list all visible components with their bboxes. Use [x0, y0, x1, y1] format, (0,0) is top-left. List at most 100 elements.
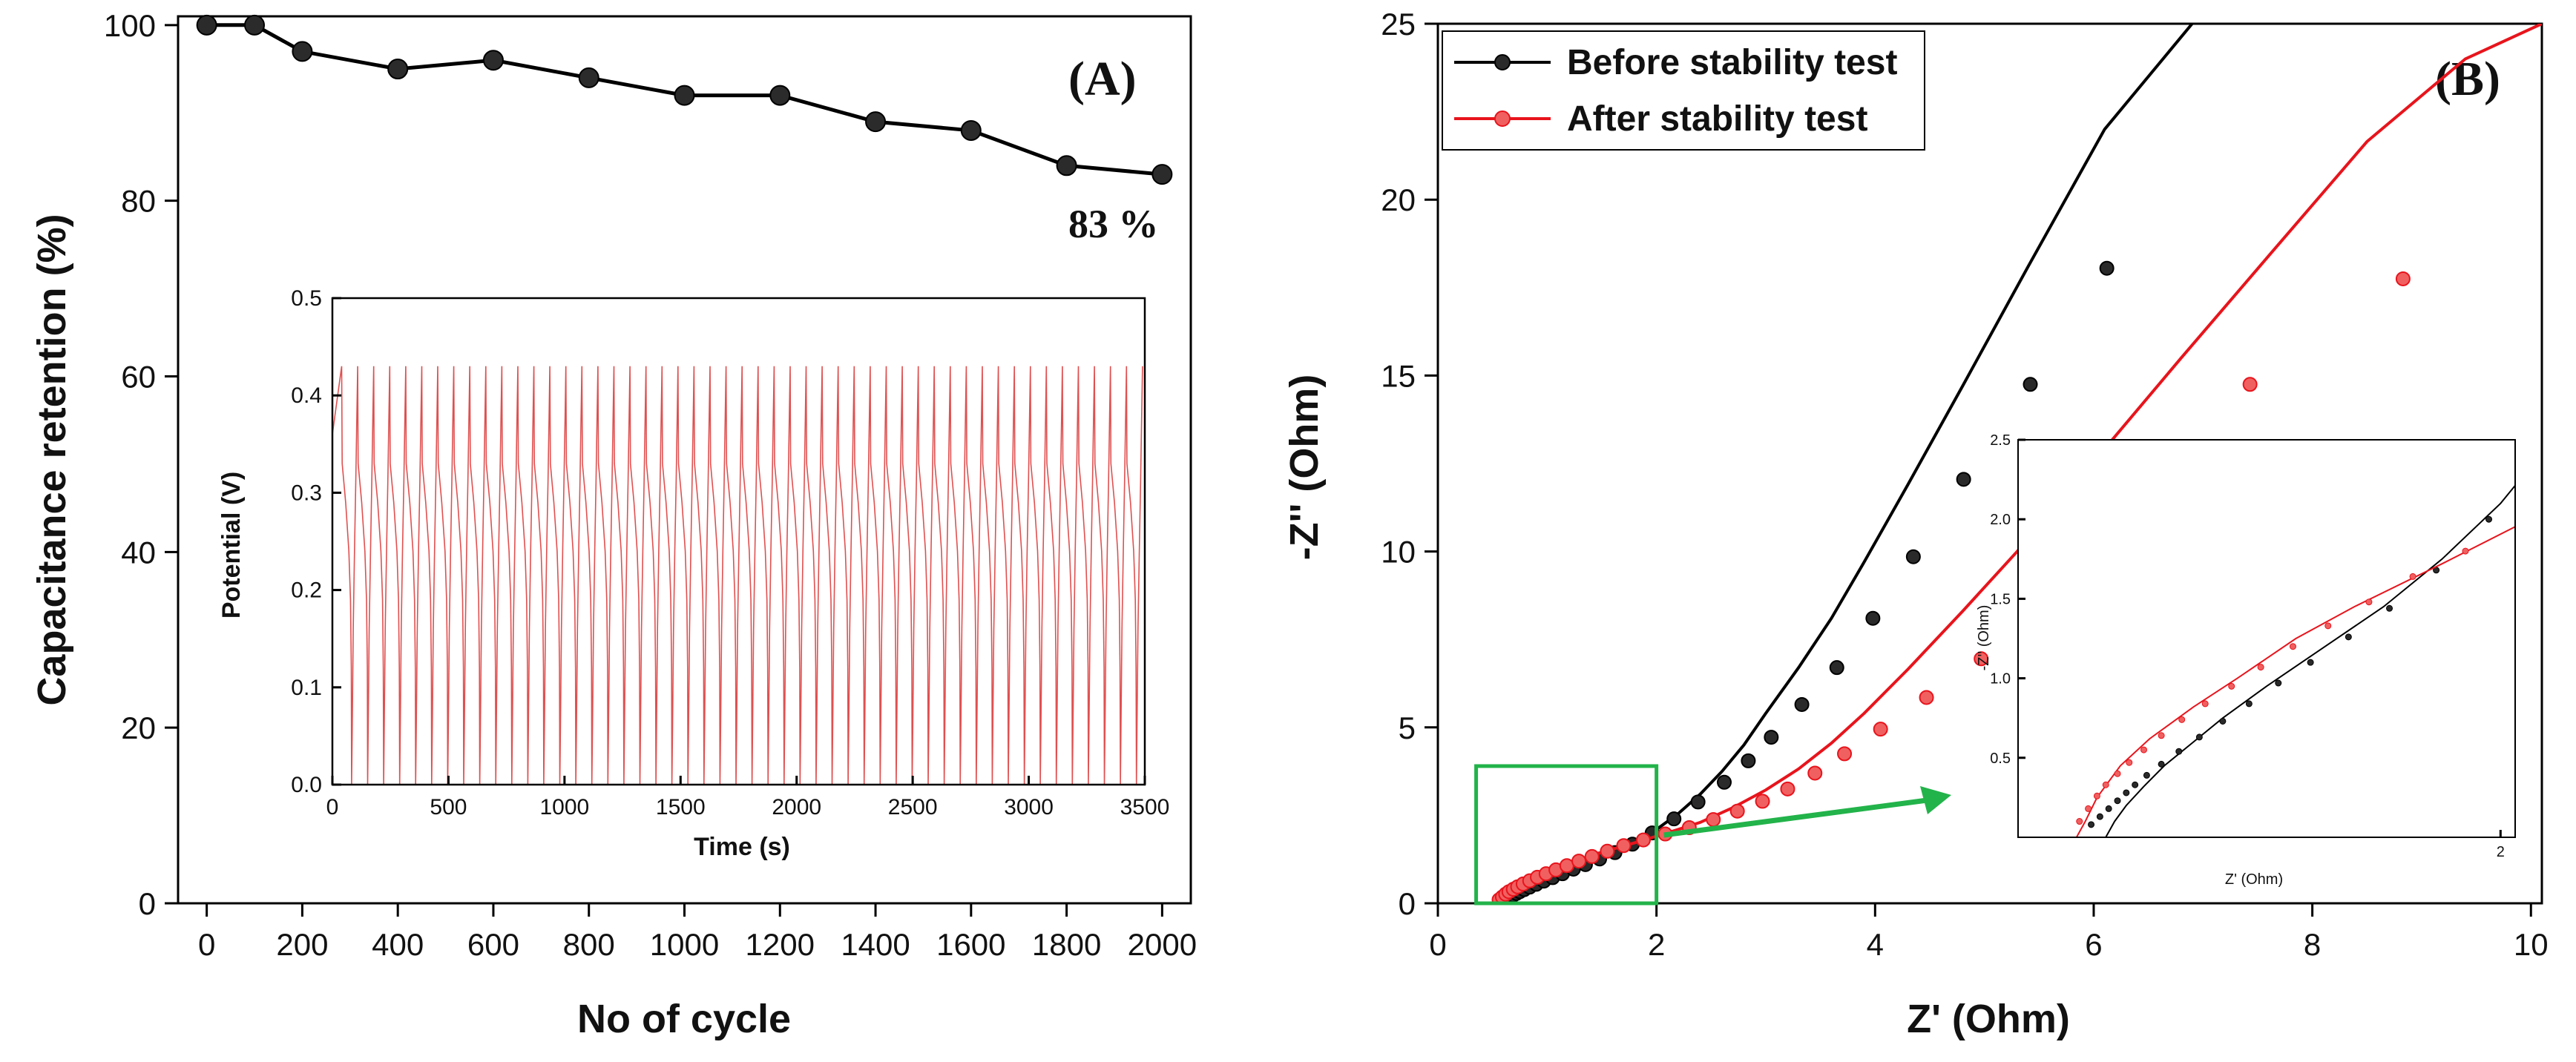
panel-b-x-tick-label: 8	[2304, 927, 2321, 962]
inset-after-point	[2140, 746, 2147, 753]
legend-label-before: Before stability test	[1567, 43, 1897, 82]
zoom-region-box	[1474, 764, 1659, 906]
inset-a-x-tick-label: 2000	[772, 795, 821, 819]
panel-b-x-axis-label: Z' (Ohm)	[1907, 997, 2070, 1041]
inset-a-x-tick-label: 3000	[1004, 795, 1054, 819]
before-point	[1716, 774, 1732, 790]
panel-a-x-tick-label: 1800	[1032, 927, 1101, 962]
before-point	[1690, 794, 1706, 810]
panel-b-y-tick-label: 10	[1381, 535, 1416, 570]
after-point	[2395, 271, 2411, 286]
retention-point	[292, 41, 313, 62]
panel-a-x-tick-label: 400	[372, 927, 424, 962]
panel-a-y-tick-label: 60	[121, 360, 156, 395]
retention-point	[387, 59, 409, 80]
inset-before-point	[2195, 733, 2203, 741]
inset-before-point	[2088, 821, 2095, 828]
panel-a-x-tick-label: 1200	[746, 927, 815, 962]
before-point	[2099, 260, 2115, 276]
panel-a-tag: (A)	[1068, 52, 1137, 106]
inset-a-x-tick-label: 3500	[1120, 795, 1170, 819]
inset-a-y-tick-label: 0.0	[291, 773, 322, 797]
inset-before-point	[2307, 659, 2314, 666]
panel-b-legend: Before stability test After stability te…	[1442, 30, 1925, 151]
after-point	[1616, 838, 1632, 854]
panel-b: 0 2 4 6 8 10 0 5 10 15 20 25 Z' (Ohm) -Z'' (Ohm) (…	[1282, 7, 2549, 1041]
after-point	[1584, 848, 1600, 864]
panel-a-inset: 0 500 1000 1500 2000 2500 3000 3500 0.0 0.1 0.2 0.…	[217, 286, 1169, 861]
panel-b-y-tick-label: 0	[1399, 886, 1416, 921]
inset-a-y-tick-label: 0.4	[291, 383, 322, 408]
inset-before-point	[2114, 797, 2121, 805]
inset-before-point	[2143, 771, 2150, 779]
retention-point	[960, 119, 982, 141]
inset-after-point	[2462, 547, 2469, 555]
inset-a-y-tick-label: 0.3	[291, 481, 322, 505]
inset-a-y-tick-label: 0.1	[291, 676, 322, 700]
after-point	[1807, 765, 1823, 781]
retention-point	[1056, 155, 1077, 177]
inset-after-point	[2178, 716, 2186, 723]
inset-b-y-tick-label: 0.5	[1990, 751, 2011, 767]
legend-marker-after	[1494, 111, 1511, 127]
inset-b-y-tick-label: 2.0	[1990, 512, 2011, 528]
inset-before-point	[2275, 679, 2282, 687]
retention-point	[769, 85, 791, 106]
inset-a-x-tick-label: 0	[326, 795, 339, 819]
inset-b-x-axis-label: Z' (Ohm)	[2225, 871, 2283, 888]
panel-a-x-tick-label: 1000	[650, 927, 719, 962]
panel-b-inset: 2 0.5 1.0 1.5 2.0 2.5 Z' (Ohm) -Z'' (Ohm)	[1976, 432, 2516, 888]
inset-a-y-tick-label: 0.2	[291, 578, 322, 603]
inset-after-series	[2075, 526, 2515, 837]
inset-b-x-tick-label: 2	[2497, 844, 2505, 860]
retention-annotation: 83 %	[1068, 202, 1159, 246]
panel-b-y-tick-label: 5	[1399, 710, 1416, 745]
panel-b-plot-frame	[1436, 22, 2543, 905]
before-point	[2023, 377, 2038, 392]
inset-a-frame	[331, 297, 1146, 786]
inset-b-y-tick-label: 1.5	[1990, 591, 2011, 607]
panel-a-y-tick-label: 20	[121, 710, 156, 745]
panel-a-x-tick-label: 800	[563, 927, 615, 962]
inset-before-point	[2386, 604, 2393, 612]
inset-b-y-axis-label: -Z'' (Ohm)	[1976, 605, 1992, 671]
inset-before-point	[2175, 748, 2183, 755]
inset-a-x-tick-label: 1000	[539, 795, 589, 819]
panel-a-x-tick-label: 600	[467, 927, 519, 962]
inset-after-line	[2075, 526, 2515, 837]
inset-after-point	[2289, 643, 2296, 650]
panel-b-y-tick-label: 25	[1381, 7, 1416, 42]
panel-a-y-tick-label: 80	[121, 184, 156, 219]
panel-a-x-tick-label: 1600	[936, 927, 1005, 962]
inset-before-point	[2158, 760, 2165, 768]
inset-after-point	[2093, 792, 2100, 799]
retention-point	[1151, 164, 1173, 185]
panel-b-x-tick-label: 2	[1648, 927, 1665, 962]
inset-after-point	[2365, 598, 2373, 606]
panel-a-x-tick-label: 1400	[841, 927, 910, 962]
retention-point	[482, 50, 504, 71]
legend-label-after: After stability test	[1567, 99, 1867, 139]
after-point	[1729, 803, 1745, 819]
inset-after-point	[2158, 732, 2165, 739]
panel-b-y-tick-label: 20	[1381, 182, 1416, 217]
before-point	[1865, 610, 1881, 626]
panel-a-x-tick-label: 2000	[1128, 927, 1197, 962]
panel-b-y-axis-label: -Z'' (Ohm)	[1282, 375, 1327, 561]
after-point	[1706, 812, 1721, 828]
retention-point	[674, 85, 695, 106]
inset-b-y-tick-label: 1.0	[1990, 671, 2011, 687]
inset-after-point	[2201, 700, 2209, 708]
panel-b-x-tick-label: 4	[1867, 927, 1884, 962]
inset-after-point	[2257, 664, 2264, 671]
panel-a-y-tick-label: 100	[104, 8, 156, 43]
inset-after-point	[2102, 781, 2109, 788]
inset-a-x-tick-label: 1500	[656, 795, 706, 819]
retention-point	[865, 111, 887, 133]
panel-a-x-axis-label: No of cycle	[577, 997, 791, 1041]
panel-b-x-tick-label: 6	[2085, 927, 2102, 962]
panel-a-y-tick-label: 0	[139, 886, 156, 921]
panel-a-y-tick-label: 40	[121, 535, 156, 570]
before-point	[1666, 811, 1682, 827]
panel-a-x-tick-label: 200	[276, 927, 328, 962]
